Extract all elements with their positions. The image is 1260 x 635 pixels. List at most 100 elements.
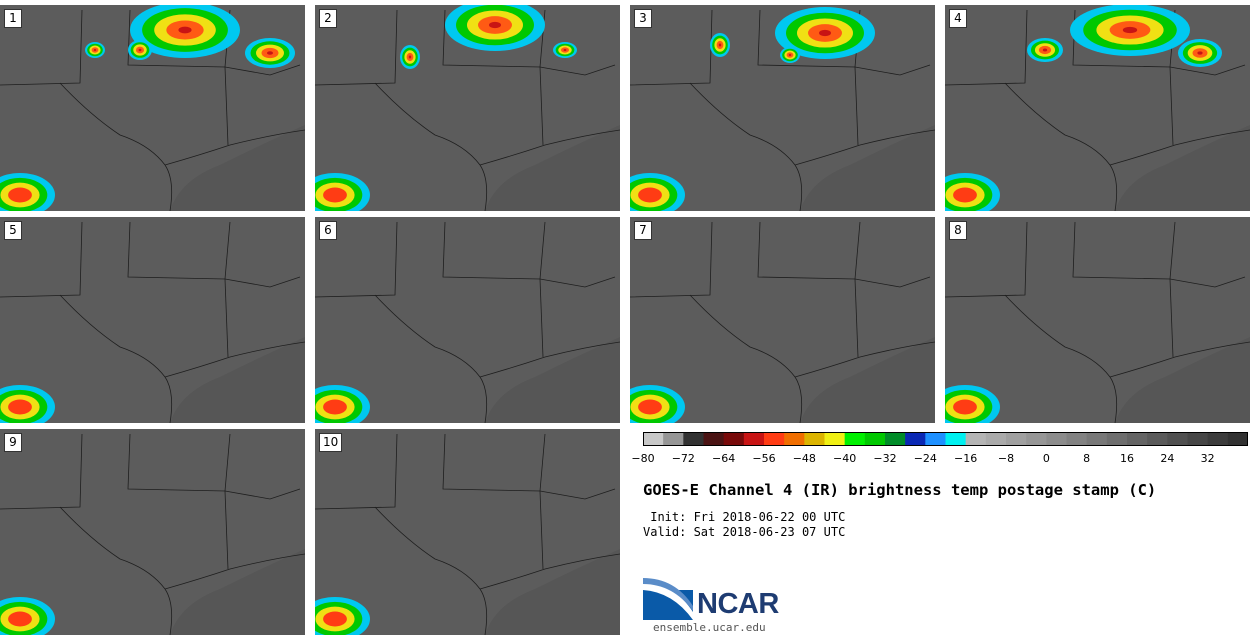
cloud-top-blob bbox=[8, 187, 32, 203]
panel-number: 2 bbox=[319, 9, 337, 28]
colorbar-segment bbox=[965, 432, 987, 446]
panel-number: 10 bbox=[319, 433, 343, 452]
map-layer bbox=[630, 217, 935, 423]
border-line bbox=[1169, 66, 1174, 146]
border-line bbox=[1004, 82, 1118, 211]
border-line bbox=[224, 64, 301, 76]
border-line bbox=[59, 506, 173, 635]
colorbar-segment bbox=[1046, 432, 1067, 446]
cloud-top-blob bbox=[819, 29, 831, 37]
colorbar-segment bbox=[643, 432, 664, 446]
border-line bbox=[794, 129, 935, 166]
land-shading bbox=[0, 5, 305, 211]
border-line bbox=[0, 433, 83, 510]
panel-6: 6 bbox=[315, 217, 620, 423]
colorbar-tick-label: −56 bbox=[752, 452, 776, 465]
land-shading bbox=[0, 217, 305, 423]
border-line bbox=[59, 82, 173, 211]
colorbar-segment bbox=[1026, 432, 1047, 446]
border-line bbox=[315, 9, 398, 86]
border-line bbox=[1169, 278, 1174, 358]
ncar-logo-icon bbox=[643, 578, 693, 620]
panel-number: 7 bbox=[634, 221, 652, 240]
border-line bbox=[1109, 341, 1250, 378]
colorbar-tick-label: 8 bbox=[1083, 452, 1091, 465]
panel-number: 5 bbox=[4, 221, 22, 240]
border-line bbox=[1004, 294, 1118, 423]
border-line bbox=[224, 276, 301, 288]
land-shading bbox=[315, 5, 620, 211]
colorbar-tick-label: −48 bbox=[792, 452, 816, 465]
colorbar-segment bbox=[864, 432, 886, 446]
border-line bbox=[854, 278, 859, 358]
cloud-top-blob bbox=[93, 49, 97, 51]
cloud-top-blob bbox=[1197, 51, 1203, 55]
colorbar-segment bbox=[1086, 432, 1108, 446]
border-line bbox=[757, 221, 861, 280]
colorbar-segment bbox=[1207, 432, 1229, 446]
colorbar-segment bbox=[1106, 432, 1128, 446]
border-line bbox=[854, 276, 931, 288]
colorbar-tick-label: −24 bbox=[913, 452, 937, 465]
border-line bbox=[164, 341, 305, 378]
border-line bbox=[539, 488, 616, 500]
border-line bbox=[224, 490, 229, 570]
panel-number: 8 bbox=[949, 221, 967, 240]
colorbar-segment bbox=[663, 432, 684, 446]
border-line bbox=[164, 129, 305, 166]
border-line bbox=[442, 221, 546, 280]
map-layer bbox=[0, 217, 305, 423]
colorbar-segment bbox=[804, 432, 825, 446]
border-line bbox=[374, 506, 488, 635]
colorbar-frame bbox=[643, 432, 1248, 446]
map-layer bbox=[315, 217, 620, 423]
colorbar-tick-label: 0 bbox=[1042, 452, 1050, 465]
border-line bbox=[442, 9, 546, 68]
colorbar-segment bbox=[683, 432, 704, 446]
colorbar-tick-label: −8 bbox=[997, 452, 1015, 465]
border-line bbox=[315, 433, 398, 510]
cloud-top-blob bbox=[1042, 48, 1048, 52]
colorbar-segment bbox=[824, 432, 846, 446]
panel-1: 1 bbox=[0, 5, 305, 211]
land-shading bbox=[630, 5, 935, 211]
cloud-top-blob bbox=[953, 399, 977, 415]
cloud-top-blob bbox=[489, 21, 501, 29]
colorbar-segment bbox=[1127, 432, 1148, 446]
cloud-top-blob bbox=[1122, 26, 1138, 34]
colorbar-segment bbox=[844, 432, 866, 446]
panel-number: 6 bbox=[319, 221, 337, 240]
colorbar-segment bbox=[945, 432, 967, 446]
colorbar-segment bbox=[1167, 432, 1188, 446]
map-layer bbox=[945, 5, 1250, 211]
border-line bbox=[1072, 221, 1176, 280]
border-line bbox=[479, 129, 620, 166]
colorbar-tick-label: −72 bbox=[671, 452, 695, 465]
border-line bbox=[164, 553, 305, 590]
colorbar-tick-label: 24 bbox=[1160, 452, 1175, 465]
border-line bbox=[224, 488, 301, 500]
land-shading bbox=[315, 217, 620, 423]
colorbar-segment bbox=[1006, 432, 1027, 446]
land-shading bbox=[630, 217, 935, 423]
land-shading bbox=[945, 217, 1250, 423]
colorbar-segment bbox=[703, 432, 725, 446]
colorbar-segment bbox=[764, 432, 785, 446]
cloud-top-blob bbox=[178, 26, 192, 34]
panel-8: 8 bbox=[945, 217, 1250, 423]
colorbar-segment bbox=[1187, 432, 1209, 446]
map-layer bbox=[315, 5, 620, 211]
colorbar-tick-label: −64 bbox=[712, 452, 736, 465]
cloud-top-blob bbox=[638, 187, 662, 203]
colorbar-segment bbox=[1147, 432, 1168, 446]
panel-5: 5 bbox=[0, 217, 305, 423]
border-line bbox=[374, 82, 488, 211]
border-line bbox=[224, 278, 229, 358]
cloud-top-blob bbox=[718, 43, 722, 47]
border-line bbox=[539, 278, 544, 358]
panel-9: 9 bbox=[0, 429, 305, 635]
map-layer bbox=[0, 429, 305, 635]
panel-3: 3 bbox=[630, 5, 935, 211]
border-line bbox=[59, 294, 173, 423]
border-line bbox=[689, 294, 803, 423]
